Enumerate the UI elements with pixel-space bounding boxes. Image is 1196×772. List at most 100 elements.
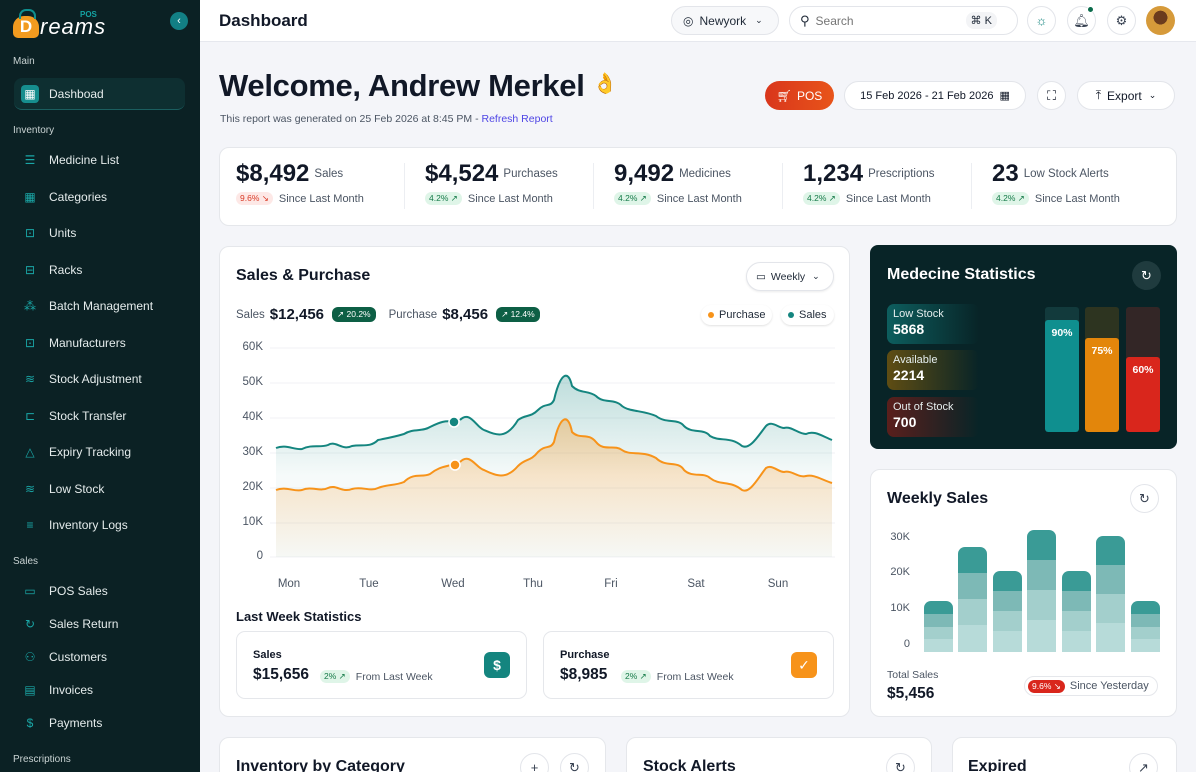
invoice-icon: ▤ bbox=[24, 683, 36, 697]
location-icon: ◎ bbox=[683, 13, 694, 28]
sidebar-item-label: Inventory Logs bbox=[49, 518, 128, 532]
dashboard-icon: ▦ bbox=[21, 84, 39, 103]
fullscreen-button[interactable]: ⛶ bbox=[1037, 81, 1066, 110]
monitor-upload-icon: ⊡ bbox=[24, 226, 36, 240]
upload-icon: ⤒ bbox=[1095, 88, 1102, 102]
medicine-statistics-title: Medecine Statistics bbox=[887, 266, 1036, 283]
y-tick: 30K bbox=[242, 446, 263, 458]
section-sales: Sales bbox=[13, 556, 39, 567]
sun-icon: ☼ bbox=[1035, 13, 1048, 28]
arrow-up-right-icon: ↗ bbox=[1138, 759, 1149, 772]
trend-badge: 4.2% ↗ bbox=[992, 192, 1029, 205]
total-sales-value: $5,456 bbox=[887, 685, 935, 702]
sidebar: D reams POS ‹ Main ▦ Dashboad Inventory … bbox=[0, 0, 200, 772]
user-avatar[interactable] bbox=[1146, 6, 1175, 35]
shortcut-hint: ⌘ K bbox=[965, 12, 997, 29]
sidebar-item-medicine-list[interactable]: ☰ Medicine List bbox=[14, 144, 185, 176]
refresh-icon: ↻ bbox=[1139, 490, 1150, 506]
location-select[interactable]: ◎ Newyork ⌄ bbox=[671, 6, 779, 35]
search-input[interactable] bbox=[815, 13, 966, 28]
weekly-change-badge: 9.6% ↘ Since Yesterday bbox=[1024, 676, 1158, 696]
section-prescriptions: Prescriptions bbox=[13, 754, 71, 765]
total-sales-label: Total Sales bbox=[887, 669, 939, 681]
brand-logo[interactable]: D reams POS bbox=[13, 8, 106, 38]
search-box[interactable]: ⚲ ⌘ K bbox=[789, 6, 1018, 35]
sidebar-item-label: Expiry Tracking bbox=[49, 445, 132, 459]
sidebar-item-low-stock[interactable]: ≋ Low Stock bbox=[14, 473, 185, 505]
refresh-button[interactable]: ↻ bbox=[1132, 261, 1161, 290]
summary-stats-card bbox=[219, 147, 1177, 226]
y-tick: 0 bbox=[256, 550, 263, 562]
sidebar-item-units[interactable]: ⊡ Units bbox=[14, 217, 185, 249]
x-tick: Tue bbox=[359, 578, 379, 590]
refresh-report-link[interactable]: Refresh Report bbox=[481, 113, 553, 125]
pos-button[interactable]: 🛒︎ POS bbox=[765, 81, 834, 110]
stat-low-stock-alerts: 23 Low Stock Alerts 4.2% ↗ Since Last Mont… bbox=[992, 160, 1120, 205]
alert-triangle-icon: △ bbox=[25, 445, 35, 459]
sidebar-item-expiry-tracking[interactable]: △ Expiry Tracking bbox=[14, 436, 185, 468]
ok-hand-icon: 👌 bbox=[592, 73, 618, 95]
legend-purchase[interactable]: Purchase bbox=[701, 305, 773, 325]
x-tick: Fri bbox=[604, 578, 618, 590]
theme-toggle-button[interactable]: ☼ bbox=[1027, 6, 1056, 35]
sidebar-item-batch-management[interactable]: ⁂ Batch Management bbox=[14, 290, 185, 322]
sidebar-item-payments[interactable]: $ Payments bbox=[14, 707, 185, 739]
trend-badge: ↗ 20.2% bbox=[332, 307, 376, 322]
cart-icon: 🛒︎ bbox=[776, 88, 792, 103]
refresh-icon: ↻ bbox=[895, 759, 906, 772]
ms-bar-low-stock: 90% bbox=[1045, 307, 1079, 432]
sidebar-item-label: Manufacturers bbox=[49, 336, 126, 350]
chevron-down-icon: ⌄ bbox=[1148, 90, 1157, 100]
settings-button[interactable]: ⚙ bbox=[1107, 6, 1136, 35]
sidebar-item-label: Sales Return bbox=[49, 617, 119, 631]
refresh-icon: ↻ bbox=[1141, 267, 1152, 283]
trend-badge: 9.6% ↘ bbox=[236, 192, 273, 205]
sidebar-item-label: Units bbox=[49, 226, 77, 240]
trend-badge: 4.2% ↗ bbox=[803, 192, 840, 205]
sidebar-item-racks[interactable]: ⊟ Racks bbox=[14, 254, 185, 286]
cart-check-icon: ✓ bbox=[791, 652, 817, 678]
sidebar-item-sales-return[interactable]: ↻ Sales Return bbox=[14, 608, 185, 640]
logo-text: reams bbox=[40, 14, 107, 39]
chevron-down-icon: ⌄ bbox=[812, 271, 820, 281]
location-value: Newyork bbox=[699, 13, 747, 28]
x-tick: Sun bbox=[767, 578, 789, 590]
date-range-picker[interactable]: 15 Feb 2026 - 21 Feb 2026 ▦ bbox=[844, 81, 1026, 110]
gear-icon: ⚙ bbox=[1115, 12, 1128, 28]
sidebar-item-pos-sales[interactable]: ▭ POS Sales bbox=[14, 575, 185, 607]
notifications-button[interactable]: 🔔︎ bbox=[1067, 6, 1096, 35]
y-tick: 20K bbox=[242, 481, 263, 493]
period-select[interactable]: ▭ Weekly ⌄ bbox=[746, 262, 834, 291]
logs-icon: ≡ bbox=[26, 518, 34, 532]
sidebar-item-categories[interactable]: ▦ Categories bbox=[14, 181, 185, 213]
sidebar-item-dashboard[interactable]: ▦ Dashboad bbox=[14, 78, 185, 110]
sidebar-item-label: Batch Management bbox=[49, 299, 154, 313]
sidebar-item-customers[interactable]: ⚇ Customers bbox=[14, 641, 185, 673]
export-button[interactable]: ⤒ Export ⌄ bbox=[1077, 81, 1175, 110]
money-growth-icon: $ bbox=[484, 652, 510, 678]
search-icon: ⚲ bbox=[800, 12, 810, 28]
sidebar-item-inventory-logs[interactable]: ≡ Inventory Logs bbox=[14, 509, 185, 541]
sidebar-item-label: Customers bbox=[49, 650, 108, 664]
sidebar-item-manufacturers[interactable]: ⊡ Manufacturers bbox=[14, 327, 185, 359]
sales-purchase-area-chart[interactable] bbox=[270, 340, 835, 570]
list-check-icon: ☰ bbox=[24, 153, 36, 167]
fullscreen-icon: ⛶ bbox=[1046, 87, 1057, 103]
x-tick: Mon bbox=[277, 578, 301, 590]
legend-sales[interactable]: Sales bbox=[781, 305, 834, 325]
welcome-heading: Welcome, Andrew Merkel 👌 bbox=[219, 68, 618, 103]
medicine-statistics-card: Medecine Statistics ↻ Low Stock 5868 Avai… bbox=[870, 245, 1177, 449]
stat-sales: $8,492 Sales 9.6% ↘ Since Last Month bbox=[236, 160, 364, 205]
sidebar-item-stock-adjustment[interactable]: ≋ Stock Adjustment bbox=[14, 363, 185, 395]
weekly-refresh-button[interactable]: ↻ bbox=[1130, 484, 1159, 513]
sidebar-item-invoices[interactable]: ▤ Invoices bbox=[14, 674, 185, 706]
chevron-down-icon: ⌄ bbox=[755, 15, 763, 25]
sidebar-item-label: Categories bbox=[49, 190, 108, 204]
sales-line bbox=[275, 374, 833, 451]
top-header: Dashboard ◎ Newyork ⌄ ⚲ ⌘ K ☼ 🔔︎ ⚙ bbox=[200, 0, 1196, 42]
ms-low-stock: Low Stock 5868 bbox=[887, 304, 979, 344]
collapse-sidebar-button[interactable]: ‹ bbox=[170, 12, 188, 30]
stack-icon: ≋ bbox=[24, 372, 36, 386]
bell-icon: 🔔︎ bbox=[1073, 12, 1090, 28]
sidebar-item-stock-transfer[interactable]: ⊏ Stock Transfer bbox=[14, 400, 185, 432]
